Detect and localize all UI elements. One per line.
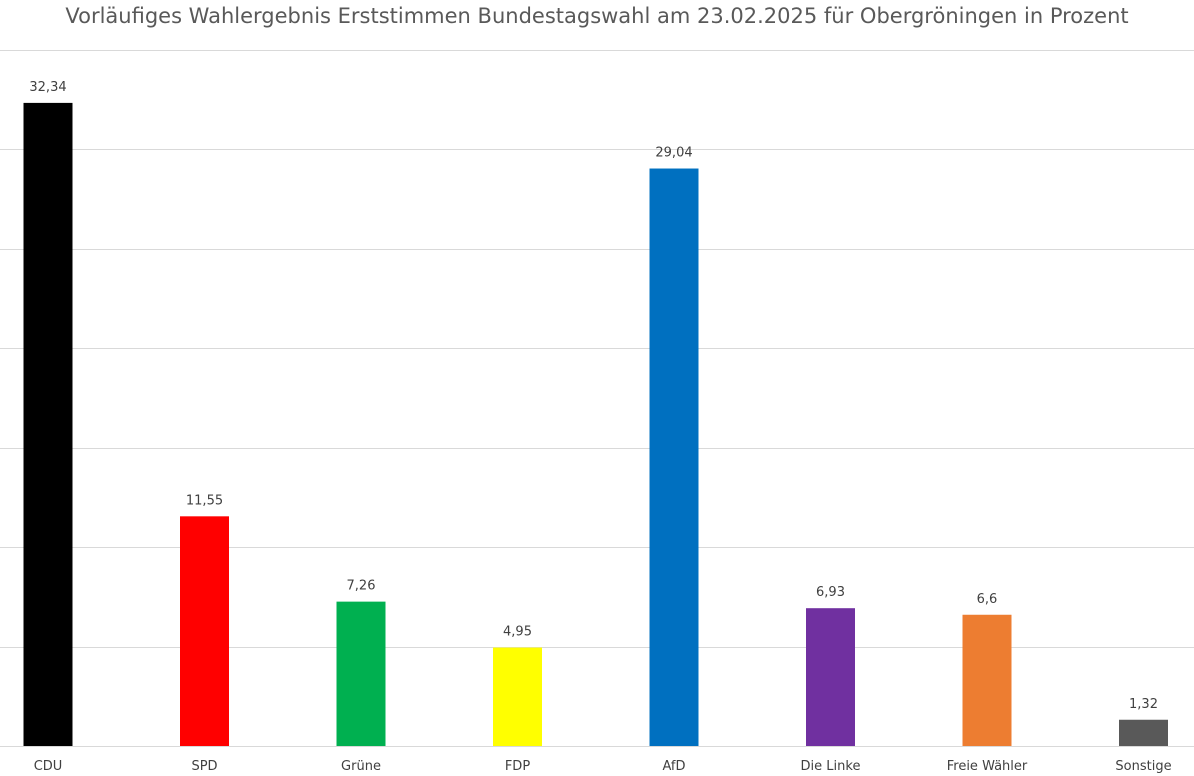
chart-title: Vorläufiges Wahlergebnis Erststimmen Bun…: [65, 4, 1129, 28]
label-layer: 32,34 CDU 11,55 SPD 7,26 Grüne 4,95 FDP 29,04 AfD…: [29, 80, 1171, 774]
bar-fdp: [493, 647, 542, 746]
category-label: Freie Wähler: [947, 759, 1028, 774]
bar-sonstige: [1119, 719, 1168, 746]
category-label: CDU: [34, 759, 63, 774]
bar-cdu: [23, 102, 73, 746]
data-label: 32,34: [29, 80, 66, 95]
bar-grüne: [336, 601, 386, 746]
data-label: 11,55: [186, 493, 223, 508]
category-label: SPD: [191, 759, 217, 774]
bar-spd: [180, 516, 229, 746]
data-label: 4,95: [503, 625, 532, 640]
data-label: 1,32: [1129, 697, 1158, 712]
bar-layer: [23, 102, 1168, 746]
bar-afd: [649, 168, 699, 746]
data-label: 7,26: [347, 579, 376, 594]
data-label: 29,04: [655, 146, 692, 161]
data-label: 6,6: [977, 592, 998, 607]
bar-freie-wähler: [962, 614, 1012, 746]
data-label: 6,93: [816, 585, 845, 600]
category-label: AfD: [662, 759, 685, 774]
bar-die-linke: [806, 608, 855, 746]
grid-layer: [0, 50, 1194, 747]
category-label: Grüne: [341, 759, 381, 774]
category-label: FDP: [505, 759, 530, 774]
category-label: Sonstige: [1115, 759, 1171, 774]
category-label: Die Linke: [801, 759, 861, 774]
